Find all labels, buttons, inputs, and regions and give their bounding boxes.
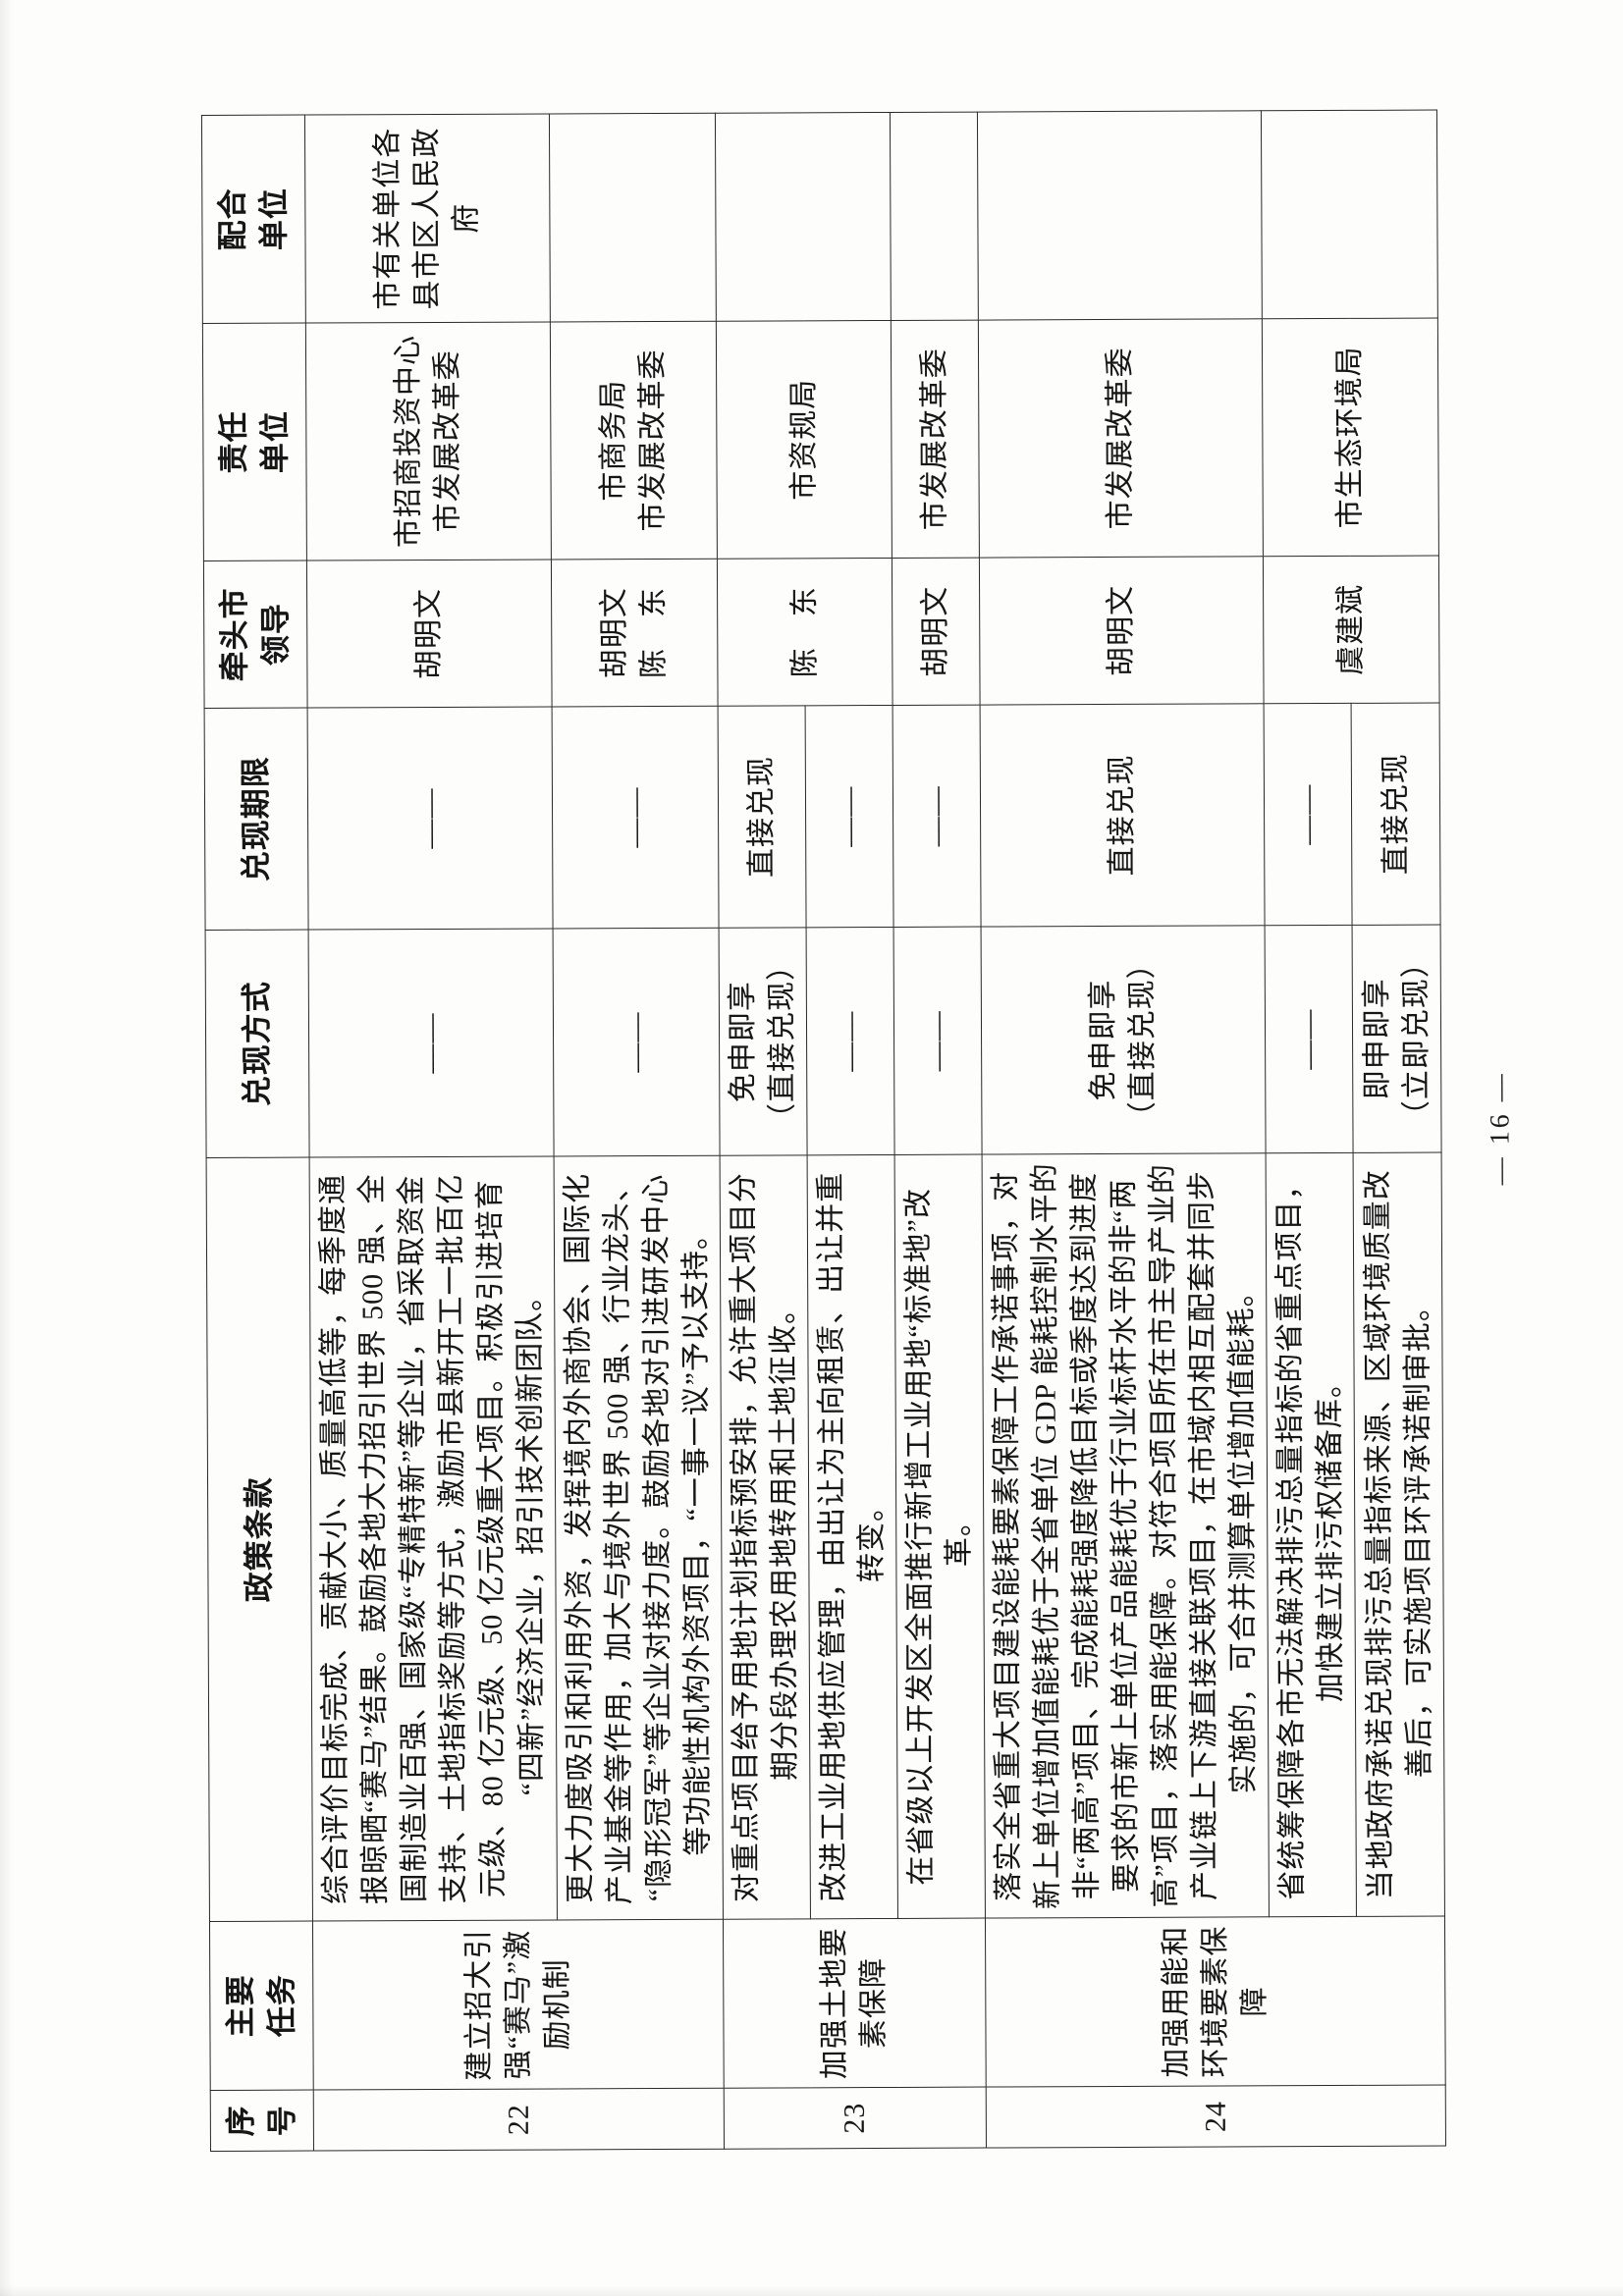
cell-24a-method: 免申即享 （直接兑现） <box>981 925 1267 1155</box>
cell-24-task: 加强用能和环境要素保障 <box>985 1916 1446 2088</box>
table-row: 23 加强土地要素保障 对重点项目给予用地计划指标预安排，允许重大项目分期分段办… <box>715 112 987 2150</box>
header-cooperating: 配合 单位 <box>201 115 306 324</box>
cell-22a-policy: 综合评价目标完成、贡献大小、质量高低等，每季度通报晾晒“赛马”结果。鼓励各地大力… <box>309 1155 558 1922</box>
header-index: 序 号 <box>210 2090 314 2152</box>
cell-22b-leader: 胡明文 陈 东 <box>551 559 719 707</box>
cell-23c-cooperating <box>890 112 979 321</box>
cell-22a-leader: 胡明文 <box>306 559 553 709</box>
header-method: 兑现方式 <box>205 930 310 1158</box>
cell-22b-method: —— <box>553 928 721 1156</box>
cell-23c-method: —— <box>893 927 983 1155</box>
cell-24c-policy: 当地政府承诺兑现排污总量指标来源、区域环境质量改善后，可实施项目环评承诺制审批。 <box>1353 1152 1445 1917</box>
cell-24a-cooperating <box>977 110 1263 321</box>
cell-22b-cooperating <box>549 113 717 322</box>
cell-24bc-responsible: 市生态环境局 <box>1262 318 1439 557</box>
cell-24b-method: —— <box>1265 925 1354 1153</box>
cell-23a-method: 免申即享 （直接兑现） <box>719 927 808 1156</box>
header-deadline: 兑现期限 <box>204 708 309 931</box>
cell-24c-method: 即申即享 （立即兑现） <box>1352 925 1442 1153</box>
cell-24-index: 24 <box>986 2085 1446 2149</box>
cell-24b-policy: 省统筹保障各市无法解决排污总量指标的省重点项目，加快建立排污权储备库。 <box>1266 1152 1357 1917</box>
rotated-landscape-content: 序 号 主要 任务 政策条款 兑现方式 兑现期限 牵头市 领导 责任 单位 配合… <box>200 109 1516 2152</box>
header-task: 主要 任务 <box>209 1921 314 2091</box>
cell-23b-policy: 改进工业用地供应管理，由出让为主向租赁、出让并重转变。 <box>807 1154 898 1919</box>
cell-23ab-cooperating <box>715 112 892 322</box>
cell-23ab-responsible: 市资规局 <box>716 320 893 560</box>
cell-24bc-cooperating <box>1261 110 1438 319</box>
cell-23-task: 加强土地要素保障 <box>723 1918 987 2089</box>
table-row: 在省级以上开发区全面推行新增工业用地“标准地”改革。 —— —— 胡明文 市发展… <box>890 112 986 2148</box>
cell-23-index: 23 <box>724 2087 987 2150</box>
cell-23c-policy: 在省级以上开发区全面推行新增工业用地“标准地”改革。 <box>894 1154 986 1919</box>
cell-23c-deadline: —— <box>893 705 982 928</box>
cell-22a-responsible: 市招商投资中心 市发展改革委 <box>305 321 552 561</box>
table-row: 省统筹保障各市无法解决排污总量指标的省重点项目，加快建立排污权储备库。 —— —… <box>1261 110 1440 2146</box>
cell-23ab-leader: 陈 东 <box>717 558 893 707</box>
cell-24c-deadline: 直接兑现 <box>1351 703 1441 926</box>
header-leader: 牵头市 领导 <box>203 561 308 709</box>
policy-implementation-table: 序 号 主要 任务 政策条款 兑现方式 兑现期限 牵头市 领导 责任 单位 配合… <box>200 109 1446 2152</box>
cell-22a-method: —— <box>308 928 555 1158</box>
cell-24a-policy: 落实全省重大项目建设能耗要素保障工作承诺事项，对新上单位增加值能耗优于全省单位 … <box>982 1152 1270 1919</box>
cell-22-index: 22 <box>313 2088 725 2152</box>
cell-22b-responsible: 市商务局 市发展改革委 <box>550 321 718 560</box>
cell-24a-leader: 胡明文 <box>979 556 1265 706</box>
cell-22a-deadline: —— <box>307 706 554 931</box>
table-row: 更大力度吸引和利用外资，发挥境内外商协会、国际化产业基金等作用，加大与境外世界 … <box>549 113 724 2150</box>
cell-22b-policy: 更大力度吸引和利用外资，发挥境内外商协会、国际化产业基金等作用，加大与境外世界 … <box>554 1155 724 1920</box>
cell-23b-deadline: —— <box>805 705 894 928</box>
cell-23a-policy: 对重点项目给予用地计划指标预安排，允许重大项目分期分段办理农用地转用和土地征收。 <box>720 1154 811 1920</box>
cell-22a-cooperating: 市有关单位各县市区人民政府 <box>304 113 551 324</box>
cell-23c-responsible: 市发展改革委 <box>891 320 980 559</box>
page-number: — 16 — <box>1485 1071 1516 1186</box>
table-row: 24 加强用能和环境要素保障 落实全省重大项目建设能耗要素保障工作承诺事项，对新… <box>977 110 1446 2149</box>
cell-22-task: 建立招大引强“赛马”激励机制 <box>312 1919 725 2091</box>
cell-23c-leader: 胡明文 <box>892 558 981 706</box>
table-row: 22 建立招大引强“赛马”激励机制 综合评价目标完成、贡献大小、质量高低等，每季… <box>304 113 725 2152</box>
header-responsible: 责任 单位 <box>202 323 307 561</box>
header-policy: 政策条款 <box>206 1157 313 1922</box>
cell-22b-deadline: —— <box>552 706 720 929</box>
cell-23b-method: —— <box>806 927 895 1155</box>
cell-24bc-leader: 虞建斌 <box>1263 556 1440 704</box>
cell-24a-deadline: 直接兑现 <box>980 703 1266 928</box>
cell-23a-deadline: 直接兑现 <box>718 705 807 929</box>
table-header-row: 序 号 主要 任务 政策条款 兑现方式 兑现期限 牵头市 领导 责任 单位 配合… <box>201 115 314 2152</box>
cell-24b-deadline: —— <box>1264 703 1353 926</box>
cell-24a-responsible: 市发展改革委 <box>978 318 1264 559</box>
